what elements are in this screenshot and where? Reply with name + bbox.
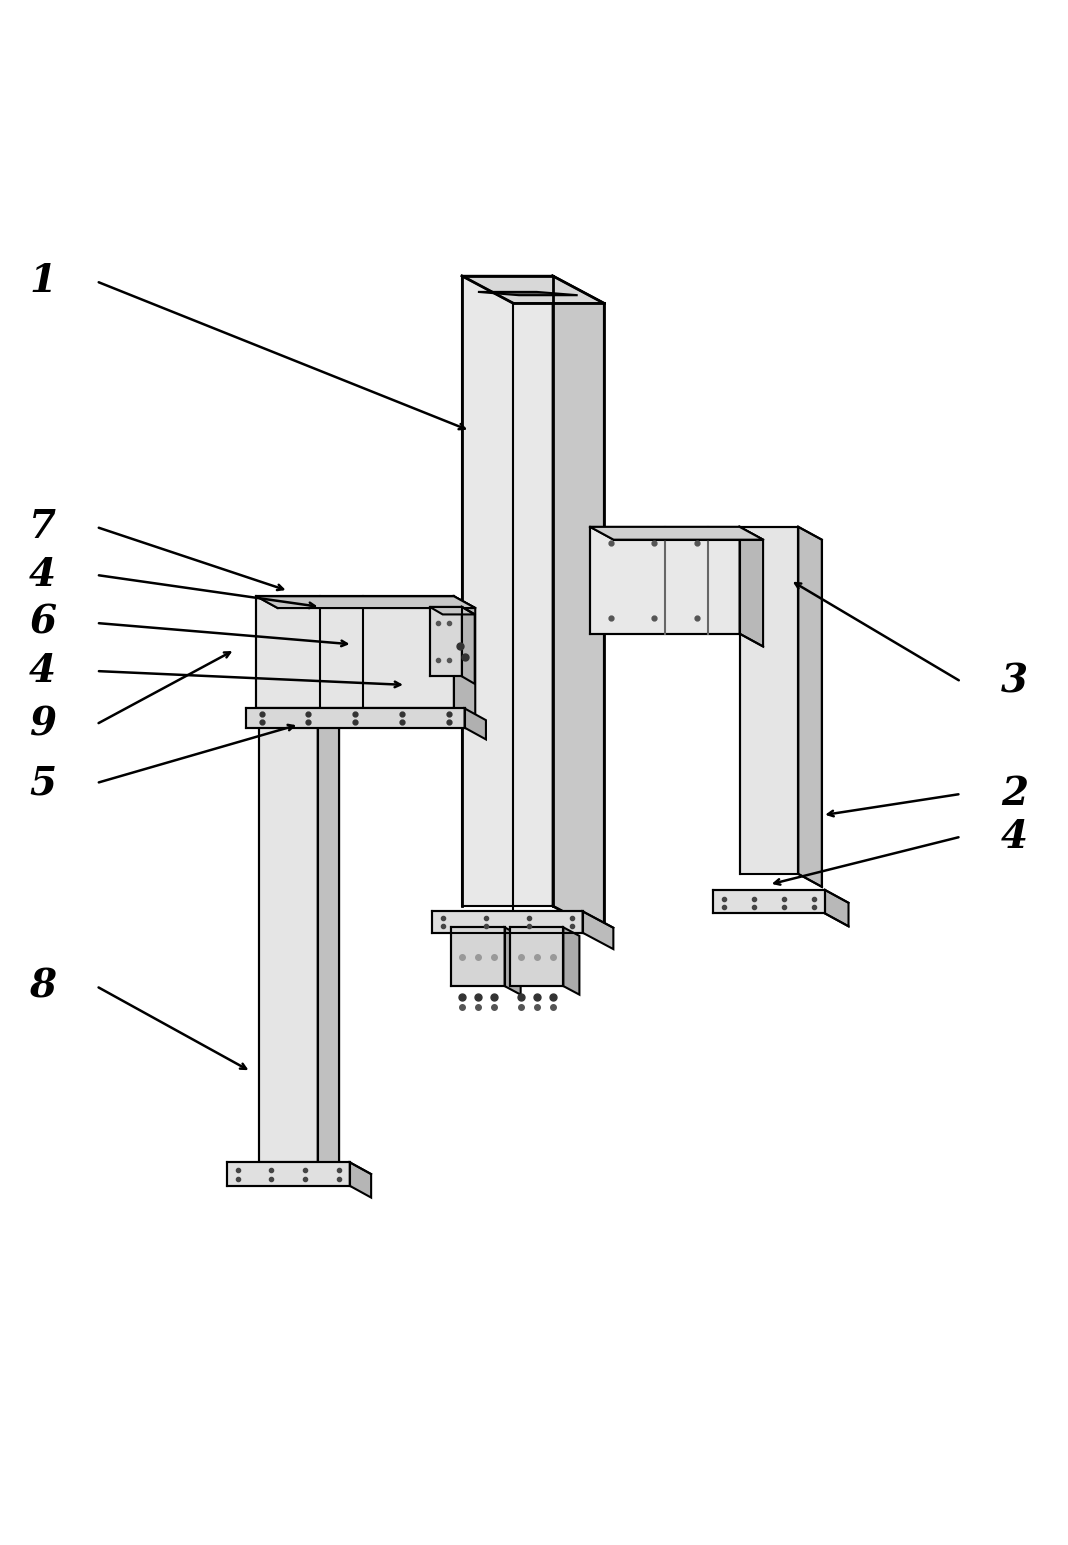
Polygon shape — [260, 709, 318, 1162]
Text: 9: 9 — [29, 706, 57, 743]
Polygon shape — [431, 912, 583, 933]
Polygon shape — [461, 607, 474, 684]
Polygon shape — [461, 277, 553, 905]
Polygon shape — [553, 277, 604, 933]
Polygon shape — [454, 596, 475, 720]
Text: 6: 6 — [29, 604, 57, 643]
Polygon shape — [739, 527, 798, 874]
Polygon shape — [429, 607, 474, 615]
Text: 8: 8 — [29, 967, 57, 1006]
Text: 3: 3 — [1001, 663, 1028, 701]
Polygon shape — [511, 927, 564, 986]
Polygon shape — [583, 912, 613, 949]
Text: 2: 2 — [1001, 776, 1028, 813]
Polygon shape — [739, 527, 763, 646]
Text: 4: 4 — [29, 652, 57, 691]
Polygon shape — [350, 1162, 372, 1197]
Polygon shape — [256, 709, 475, 720]
Polygon shape — [318, 709, 340, 1174]
Polygon shape — [451, 927, 504, 986]
Polygon shape — [256, 596, 475, 609]
Text: 5: 5 — [29, 765, 57, 802]
Polygon shape — [465, 709, 486, 740]
Text: 4: 4 — [29, 556, 57, 593]
Text: 7: 7 — [29, 508, 57, 545]
Polygon shape — [478, 292, 578, 295]
Polygon shape — [227, 1162, 350, 1187]
Polygon shape — [256, 596, 454, 709]
Text: 4: 4 — [1001, 817, 1028, 856]
Polygon shape — [429, 607, 461, 677]
Polygon shape — [246, 709, 465, 728]
Polygon shape — [504, 927, 521, 995]
Polygon shape — [713, 890, 824, 913]
Polygon shape — [590, 527, 739, 633]
Polygon shape — [564, 927, 579, 995]
Polygon shape — [590, 527, 763, 539]
Polygon shape — [824, 890, 848, 927]
Text: 1: 1 — [29, 263, 57, 300]
Polygon shape — [798, 527, 822, 887]
Polygon shape — [461, 277, 604, 303]
